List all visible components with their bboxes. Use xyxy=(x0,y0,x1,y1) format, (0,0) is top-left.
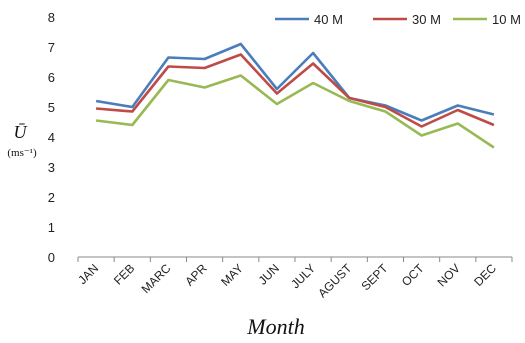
y-tick-label: 7 xyxy=(48,40,55,55)
y-tick-label: 6 xyxy=(48,70,55,85)
x-tick-label: OCT xyxy=(399,261,427,289)
y-tick-label: 5 xyxy=(48,100,55,115)
x-tick-label: NOV xyxy=(435,261,463,289)
x-tick-label: FEB xyxy=(111,261,137,287)
legend-item-10-m: 10 M xyxy=(453,12,521,27)
x-tick-label: DEC xyxy=(471,261,499,289)
x-axis-label: Month xyxy=(246,314,304,339)
legend-label: 10 M xyxy=(492,12,521,27)
y-tick-label: 1 xyxy=(48,220,55,235)
y-tick-label: 3 xyxy=(48,160,55,175)
y-tick-label: 2 xyxy=(48,190,55,205)
series-line-40-m xyxy=(95,42,495,122)
x-tick-label: SEPT xyxy=(358,261,391,294)
x-tick-label: JAN xyxy=(75,261,101,287)
x-tick-label: MAY xyxy=(218,261,246,289)
y-tick-label: 0 xyxy=(48,250,55,265)
y-tick-label: 8 xyxy=(48,10,55,25)
y-axis-label-symbol: Ū xyxy=(14,122,28,142)
y-tick-label: 4 xyxy=(48,130,55,145)
legend-item-40-m: 40 M xyxy=(275,12,343,27)
legend-label: 30 M xyxy=(412,12,441,27)
legend-item-30-m: 30 M xyxy=(373,12,441,27)
x-tick-label: JUN xyxy=(256,261,282,287)
series-line-30-m xyxy=(95,53,495,128)
y-axis-label-unit: (ms⁻¹) xyxy=(7,147,37,159)
legend-label: 40 M xyxy=(314,12,343,27)
series-lines xyxy=(95,42,495,149)
series-line-10-m xyxy=(95,74,495,149)
x-tick-label: JULY xyxy=(288,261,318,291)
x-tick-label: MARC xyxy=(139,261,174,296)
y-axis-label: Ū (ms⁻¹) xyxy=(7,122,37,159)
x-tick-label: APR xyxy=(182,261,210,289)
y-axis-ticks: 0 1 2 3 4 5 6 7 8 xyxy=(48,10,55,265)
x-tick-label: AGUST xyxy=(315,261,355,301)
legend: 40 M 30 M 10 M xyxy=(275,12,521,27)
